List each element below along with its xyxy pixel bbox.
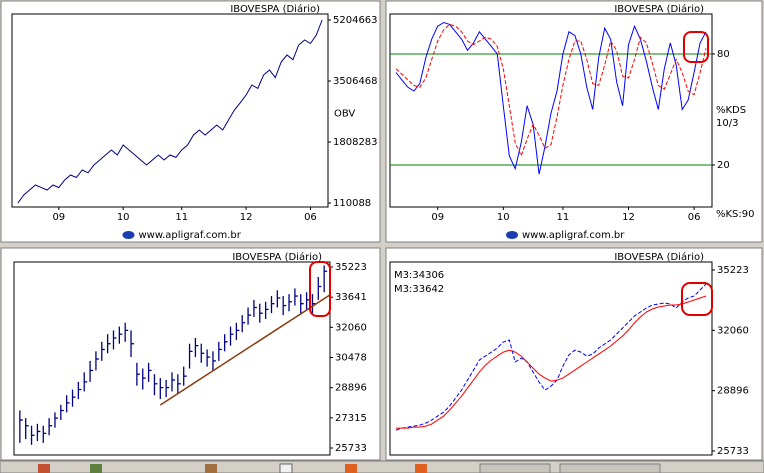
y-tick-label: 20 xyxy=(717,160,730,171)
taskbar-icon[interactable] xyxy=(38,464,50,473)
y-tick-label: 1808283 xyxy=(333,137,378,148)
taskbar-icon[interactable] xyxy=(279,463,293,473)
highlight-circle xyxy=(309,261,331,317)
series-line xyxy=(395,21,707,175)
y-tick-label: 33641 xyxy=(335,292,367,303)
chart-title: IBOVESPA (Diário) xyxy=(232,251,322,263)
y-tick-label: 3506468 xyxy=(333,76,378,87)
x-tick-label: 09 xyxy=(431,212,444,223)
taskbar xyxy=(0,460,764,473)
x-tick-label: 09 xyxy=(52,212,65,223)
chart-title: IBOVESPA (Diário) xyxy=(614,3,704,15)
x-tick-label: 11 xyxy=(557,212,570,223)
footer-text: www.apligraf.com.br xyxy=(522,230,625,241)
taskbar-button[interactable] xyxy=(479,463,551,473)
x-tick-label: 10 xyxy=(497,212,510,223)
y-tick-label: 35223 xyxy=(335,262,367,273)
y-tick-label: 28896 xyxy=(717,386,749,397)
y-tick-label: 25733 xyxy=(717,446,749,457)
footer-icon xyxy=(506,231,518,239)
y-axis-label: OBV xyxy=(334,109,355,120)
y-tick-label: 32060 xyxy=(335,322,367,333)
plot-area xyxy=(389,13,713,208)
chart-title: IBOVESPA (Diário) xyxy=(230,3,320,15)
annotation: 10/3 xyxy=(716,118,738,129)
legend-entry: M3:34306 xyxy=(394,270,444,281)
taskbar-icon[interactable] xyxy=(205,464,217,473)
chart-panel: IBOVESPA (Diário) 80 20 09 10 11 12 06 %KDS 10/3%… xyxy=(385,0,763,243)
plot-area xyxy=(11,13,329,208)
x-tick-label: 06 xyxy=(304,212,317,223)
highlight-circle xyxy=(683,31,709,63)
y-tick-label: 32060 xyxy=(717,325,749,336)
x-tick-label: 12 xyxy=(622,212,635,223)
y-tick-label: 25733 xyxy=(335,443,367,454)
y-tick-label: 80 xyxy=(717,49,730,60)
taskbar-icon[interactable] xyxy=(90,464,102,473)
highlight-circle xyxy=(681,282,713,316)
x-tick-label: 10 xyxy=(117,212,130,223)
series-line xyxy=(17,19,323,204)
y-tick-label: 30478 xyxy=(335,352,367,363)
plot-area xyxy=(13,261,331,456)
legend-entry: M3:33642 xyxy=(394,284,444,295)
trend-line xyxy=(159,294,331,406)
plot-area xyxy=(389,261,713,456)
annotation: %KS:90 xyxy=(716,209,755,220)
series-line xyxy=(395,23,707,158)
y-tick-label: 35223 xyxy=(717,265,749,276)
chart-panel: IBOVESPA (Diário) 5204663 3506468 1808283 11… xyxy=(0,0,381,243)
taskbar-icon[interactable] xyxy=(415,464,427,473)
y-tick-label: 5204663 xyxy=(333,15,378,26)
taskbar-icon[interactable] xyxy=(345,464,357,473)
tray xyxy=(559,463,661,473)
y-tick-label: 27315 xyxy=(335,413,367,424)
series-line xyxy=(395,283,707,431)
y-tick-label: 110088 xyxy=(333,198,371,209)
footer-text: www.apligraf.com.br xyxy=(139,230,242,241)
panels: IBOVESPA (Diário) 5204663 3506468 1808283 11… xyxy=(0,0,763,461)
chart-panel: IBOVESPA (Diário) 35223 32060 28896 25733 M3:… xyxy=(385,247,763,461)
x-tick-label: 06 xyxy=(688,212,701,223)
footer-icon xyxy=(122,231,135,239)
y-tick-label: 28896 xyxy=(335,383,367,394)
chart-panel: IBOVESPA (Diário) 35223 33641 32060 30478 288… xyxy=(0,247,381,461)
chart-title: IBOVESPA (Diário) xyxy=(614,251,704,263)
x-tick-label: 11 xyxy=(175,212,188,223)
x-tick-label: 12 xyxy=(240,212,253,223)
series-line xyxy=(396,295,707,429)
annotation: %KDS xyxy=(716,105,746,116)
